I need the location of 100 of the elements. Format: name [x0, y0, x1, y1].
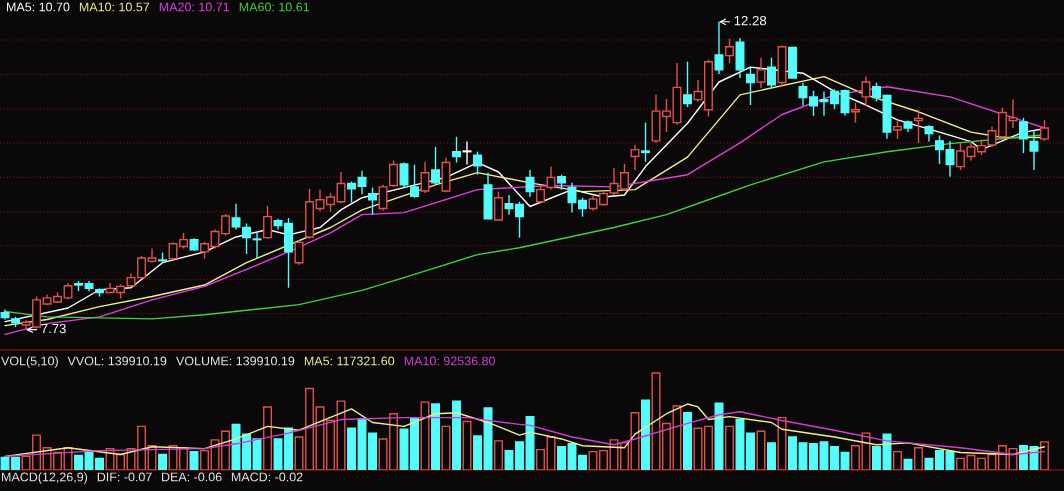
bar	[389, 413, 398, 470]
bar	[830, 446, 839, 470]
candlestick	[494, 190, 503, 222]
bar	[935, 449, 944, 470]
bar	[473, 435, 482, 470]
candlestick	[725, 37, 734, 64]
candlestick	[431, 146, 440, 185]
text: DEA: -0.06	[162, 472, 222, 482]
candlestick	[420, 161, 430, 194]
annotation: 12.28	[734, 15, 767, 26]
text: MA10: 10.57	[79, 2, 150, 12]
candlestick	[368, 186, 377, 216]
text: MA5: 117321.60	[304, 356, 395, 366]
candlestick	[242, 222, 251, 255]
bar	[504, 449, 514, 470]
bar	[788, 436, 797, 470]
bar	[704, 425, 713, 470]
candlestick	[609, 167, 619, 196]
candlestick	[966, 140, 976, 162]
candlestick	[861, 75, 871, 107]
candlestick	[851, 102, 860, 124]
candlestick	[798, 81, 808, 107]
candlestick	[767, 56, 776, 89]
text: MA60: 10.61	[239, 2, 310, 12]
bar	[326, 419, 335, 470]
candlestick	[662, 98, 671, 133]
candlestick	[504, 194, 514, 216]
bar	[431, 403, 440, 470]
candlestick	[872, 81, 881, 103]
candlestick	[809, 90, 818, 117]
candlestick	[935, 134, 944, 165]
bar	[872, 446, 881, 470]
candlestick	[252, 230, 262, 259]
bar	[725, 425, 734, 470]
candlestick	[315, 188, 325, 212]
bar	[662, 422, 671, 470]
candlestick	[452, 136, 461, 164]
bar	[284, 427, 293, 470]
chart-title: VOL(5,10)	[1, 356, 58, 368]
bar	[683, 412, 692, 470]
text: VOLUME: 139910.19	[176, 356, 295, 366]
candlestick	[515, 201, 524, 239]
bar	[294, 436, 304, 470]
bar	[74, 454, 84, 470]
text: MACD: -0.02	[231, 472, 303, 482]
bar	[599, 449, 608, 470]
bar	[368, 432, 377, 470]
candlestick	[578, 197, 587, 218]
candlestick	[410, 163, 419, 199]
candlestick	[147, 247, 157, 264]
bar	[189, 450, 199, 470]
text: DIF: -0.07	[97, 472, 152, 482]
candlestick	[473, 151, 482, 176]
bar	[242, 433, 251, 470]
text: VVOL: 139910.19	[67, 356, 167, 366]
bar	[578, 454, 587, 470]
candlestick	[389, 159, 398, 188]
bar	[305, 387, 314, 470]
bar	[977, 457, 986, 470]
candlestick	[1039, 119, 1049, 142]
bar	[809, 443, 818, 470]
bar	[494, 440, 503, 470]
bar	[767, 442, 776, 470]
bar	[819, 441, 829, 470]
bar	[746, 432, 755, 470]
candlestick	[641, 121, 650, 163]
candlestick	[231, 203, 241, 231]
bar	[641, 399, 650, 470]
candlestick	[1029, 129, 1039, 171]
text: MA20: 10.71	[159, 2, 230, 12]
bar	[588, 450, 598, 470]
candlestick	[263, 205, 272, 240]
candlestick	[840, 88, 850, 117]
bar	[893, 450, 902, 470]
candlestick	[830, 88, 839, 110]
candlestick	[914, 109, 923, 144]
text: MA5: 10.70	[7, 2, 70, 12]
bar	[452, 400, 461, 470]
candlestick	[714, 21, 724, 75]
candlestick	[987, 125, 997, 148]
bar	[620, 442, 629, 470]
bar	[63, 446, 73, 470]
candlestick	[378, 184, 388, 212]
bar	[147, 445, 157, 470]
candlestick	[956, 142, 965, 171]
candlestick	[683, 61, 692, 108]
bar	[515, 441, 524, 470]
bar	[1039, 441, 1049, 470]
bar	[263, 406, 272, 470]
candlestick	[756, 56, 766, 89]
candlestick	[630, 144, 640, 171]
candlestick	[536, 184, 545, 205]
text: MA10: 92536.80	[404, 356, 495, 366]
bar	[410, 417, 419, 470]
text: MACD(12,26,9)	[2, 472, 88, 484]
bar	[273, 438, 283, 470]
bar	[914, 446, 923, 470]
candlestick	[357, 169, 367, 196]
bar	[347, 427, 356, 470]
bar	[798, 442, 808, 470]
